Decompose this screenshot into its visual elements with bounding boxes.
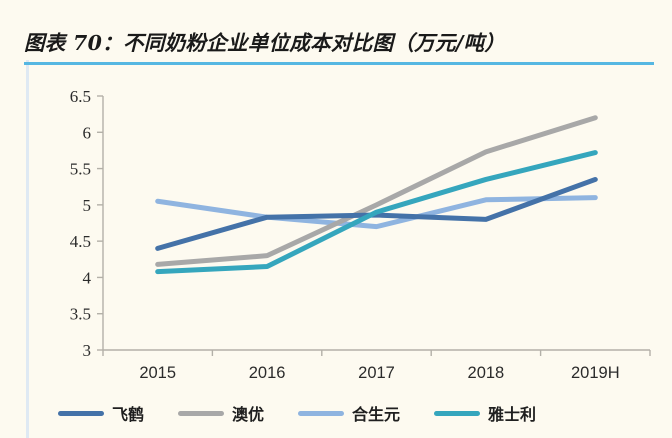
x-axis-tick-label: 2016 <box>249 364 286 382</box>
left-accent-rail <box>26 60 29 438</box>
series-line-飞鹤 <box>155 176 598 251</box>
series-line-澳优 <box>155 115 598 267</box>
y-axis-tick-label: 3 <box>83 341 92 360</box>
legend-swatch-icon <box>434 410 481 416</box>
legend-item-澳优[interactable]: 澳优 <box>178 401 264 425</box>
legend-item-雅士利[interactable]: 雅士利 <box>434 401 536 425</box>
figure-title: 图表 70：不同奶粉企业单位成本对比图（万元/吨） <box>24 31 506 55</box>
legend-label: 合生元 <box>352 405 401 424</box>
y-axis-tick-label: 6 <box>83 123 92 142</box>
figure-title-container: 图表 70：不同奶粉企业单位成本对比图（万元/吨） <box>24 18 654 64</box>
y-axis-tick-label: 5.5 <box>70 160 91 179</box>
title-underline-rule <box>24 62 654 65</box>
line-chart-plot: 3 3.5 4 4.5 5 5.5 6 6.5 2015 2016 2017 2018 2019H <box>70 87 651 382</box>
legend-item-飞鹤[interactable]: 飞鹤 <box>58 401 144 425</box>
legend-swatch-icon <box>58 410 104 416</box>
y-axis-tick-label: 3.5 <box>70 305 91 324</box>
legend-item-合生元[interactable]: 合生元 <box>298 401 400 425</box>
legend-swatch-icon <box>298 410 345 416</box>
series-line-合生元 <box>155 195 598 230</box>
x-axis-tick-label: 2018 <box>468 364 505 382</box>
y-axis-tick-label: 5 <box>83 196 92 215</box>
x-axis-tick-label: 2019H <box>571 364 620 382</box>
legend-swatch-icon <box>178 410 225 416</box>
chart-area: 3 3.5 4 4.5 5 5.5 6 6.5 2015 2016 2017 2018 2019H <box>0 70 672 438</box>
series-line-雅士利 <box>155 150 598 275</box>
legend-label: 雅士利 <box>488 405 537 424</box>
y-axis-tick-label: 4 <box>83 268 92 287</box>
y-axis-tick-label: 4.5 <box>70 232 91 251</box>
x-axis-tick-label: 2017 <box>358 364 395 382</box>
chart-legend: 飞鹤 澳优 合生元 雅士利 <box>58 398 658 428</box>
y-axis-tick-label: 6.5 <box>70 87 91 106</box>
x-axis-tick-label: 2015 <box>139 364 176 382</box>
legend-label: 澳优 <box>232 405 265 424</box>
legend-label: 飞鹤 <box>112 405 145 424</box>
